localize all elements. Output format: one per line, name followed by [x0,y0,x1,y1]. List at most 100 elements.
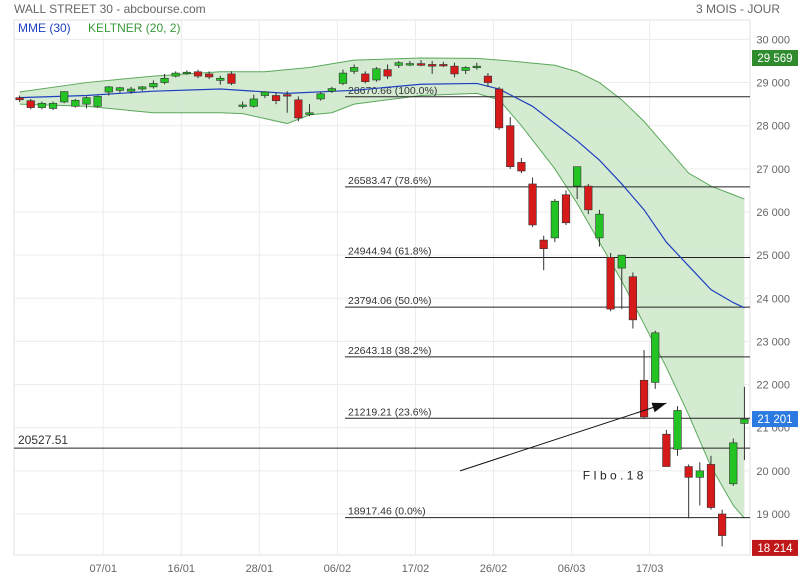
candle-up [238,104,247,107]
low-price-badge-label: 18 214 [757,543,793,555]
candle-down [606,256,615,310]
fibonacci-level-label: 23794.06 (50.0%) [348,295,431,307]
candle-up [472,65,481,68]
candle-up [93,96,102,107]
candle-down [439,64,448,67]
candle-up [405,63,414,66]
x-tick-label: 07/01 [89,563,117,575]
candle-down [383,69,392,77]
x-tick-label: 06/02 [324,563,352,575]
period-label[interactable]: 3 MOIS - JOUR [695,2,780,16]
candle-up [138,86,147,90]
candle-up [37,102,46,108]
candle-up [48,102,58,109]
annotation-arrow [459,402,667,472]
candle-down [584,185,593,211]
fibonacci-level-label: 21219.21 (23.6%) [348,406,431,418]
candle-up [651,332,660,383]
fibonacci-level-label: 28670.66 (100.0%) [348,85,437,97]
last-price-badge [752,411,798,428]
last-price-badge-label: 21 201 [757,414,792,426]
candle-up [338,72,348,84]
candle-up [595,213,604,239]
candle-down [706,464,716,508]
candle-down [227,73,236,84]
candle-up [260,91,270,96]
high-price-badge [752,50,798,67]
support-line-label: 20527.51 [18,433,68,447]
keltner-band [19,57,745,519]
y-tick-label: 30 000 [756,34,790,46]
candle-up [372,68,381,81]
candle-up [305,112,314,115]
fibonacci-level-label: 22643.18 (38.2%) [348,345,431,357]
y-tick-label: 20 000 [756,466,790,478]
plot-frame [13,19,751,556]
legend-mme: MME (30) [18,21,71,35]
candle-down [15,97,24,101]
annotation-arrowhead [651,402,667,413]
candle-down [718,513,727,536]
candle-up [617,254,626,269]
candle-up [60,91,69,103]
x-tick-label: 16/01 [168,563,196,575]
y-tick-label: 23 000 [756,336,790,348]
fibonacci-level-label: 26583.47 (78.6%) [348,175,431,187]
candle-up [182,71,191,75]
y-tick-label: 29 000 [756,78,790,90]
candle-down [283,94,292,97]
chart-title: WALL STREET 30 - abcbourse.com [14,2,206,16]
high-price-badge-label: 29 569 [757,53,792,65]
candle-up [126,88,136,92]
candle-down [450,65,459,75]
candle-down [517,162,526,172]
fibonacci-level-label: 18917.46 (0.0%) [348,506,426,518]
candle-up [350,67,359,72]
candle-down [294,99,303,119]
y-tick-label: 19 000 [756,509,790,521]
fibonacci-level-label: 24944.94 (61.8%) [348,246,431,258]
candle-up [740,418,749,424]
candle-up [149,83,158,88]
candle-up [316,93,325,100]
candle-up [104,86,113,93]
x-tick-label: 17/02 [402,563,430,575]
candle-down [271,95,281,101]
candle-up [327,88,336,92]
candle-up [216,77,225,81]
y-tick-label: 22 000 [756,380,790,392]
candle-up [71,99,80,107]
candle-up [461,67,470,71]
y-tick-label: 24 000 [756,293,790,305]
candle-down [528,183,537,226]
candle-down [561,194,571,224]
candle-up [695,470,704,478]
y-tick-label: 28 000 [756,121,790,133]
candle-down [662,433,671,467]
candle-up [82,97,91,105]
x-tick-label: 28/01 [246,563,274,575]
annotation-text: F I b o . 1 8 [583,468,644,482]
candle-up [673,410,682,450]
candle-down [506,125,515,167]
x-tick-label: 06/03 [558,563,586,575]
candle-up [573,166,582,187]
low-price-badge [752,539,798,556]
candle-down [205,73,214,78]
y-tick-label: 26 000 [756,207,790,219]
candle-up [550,200,559,239]
candle-down [539,239,548,249]
keltner-upper-line [19,57,745,200]
candle-up [249,98,258,107]
y-tick-label: 27 000 [756,164,790,176]
candle-up [171,72,180,77]
x-tick-label: 26/02 [480,563,508,575]
candle-down [193,71,203,77]
candle-up [160,77,169,83]
candle-down [428,64,437,67]
y-tick-label: 25 000 [756,250,790,262]
candle-down [416,63,426,66]
candle-down [494,88,504,129]
candle-down [483,75,493,83]
